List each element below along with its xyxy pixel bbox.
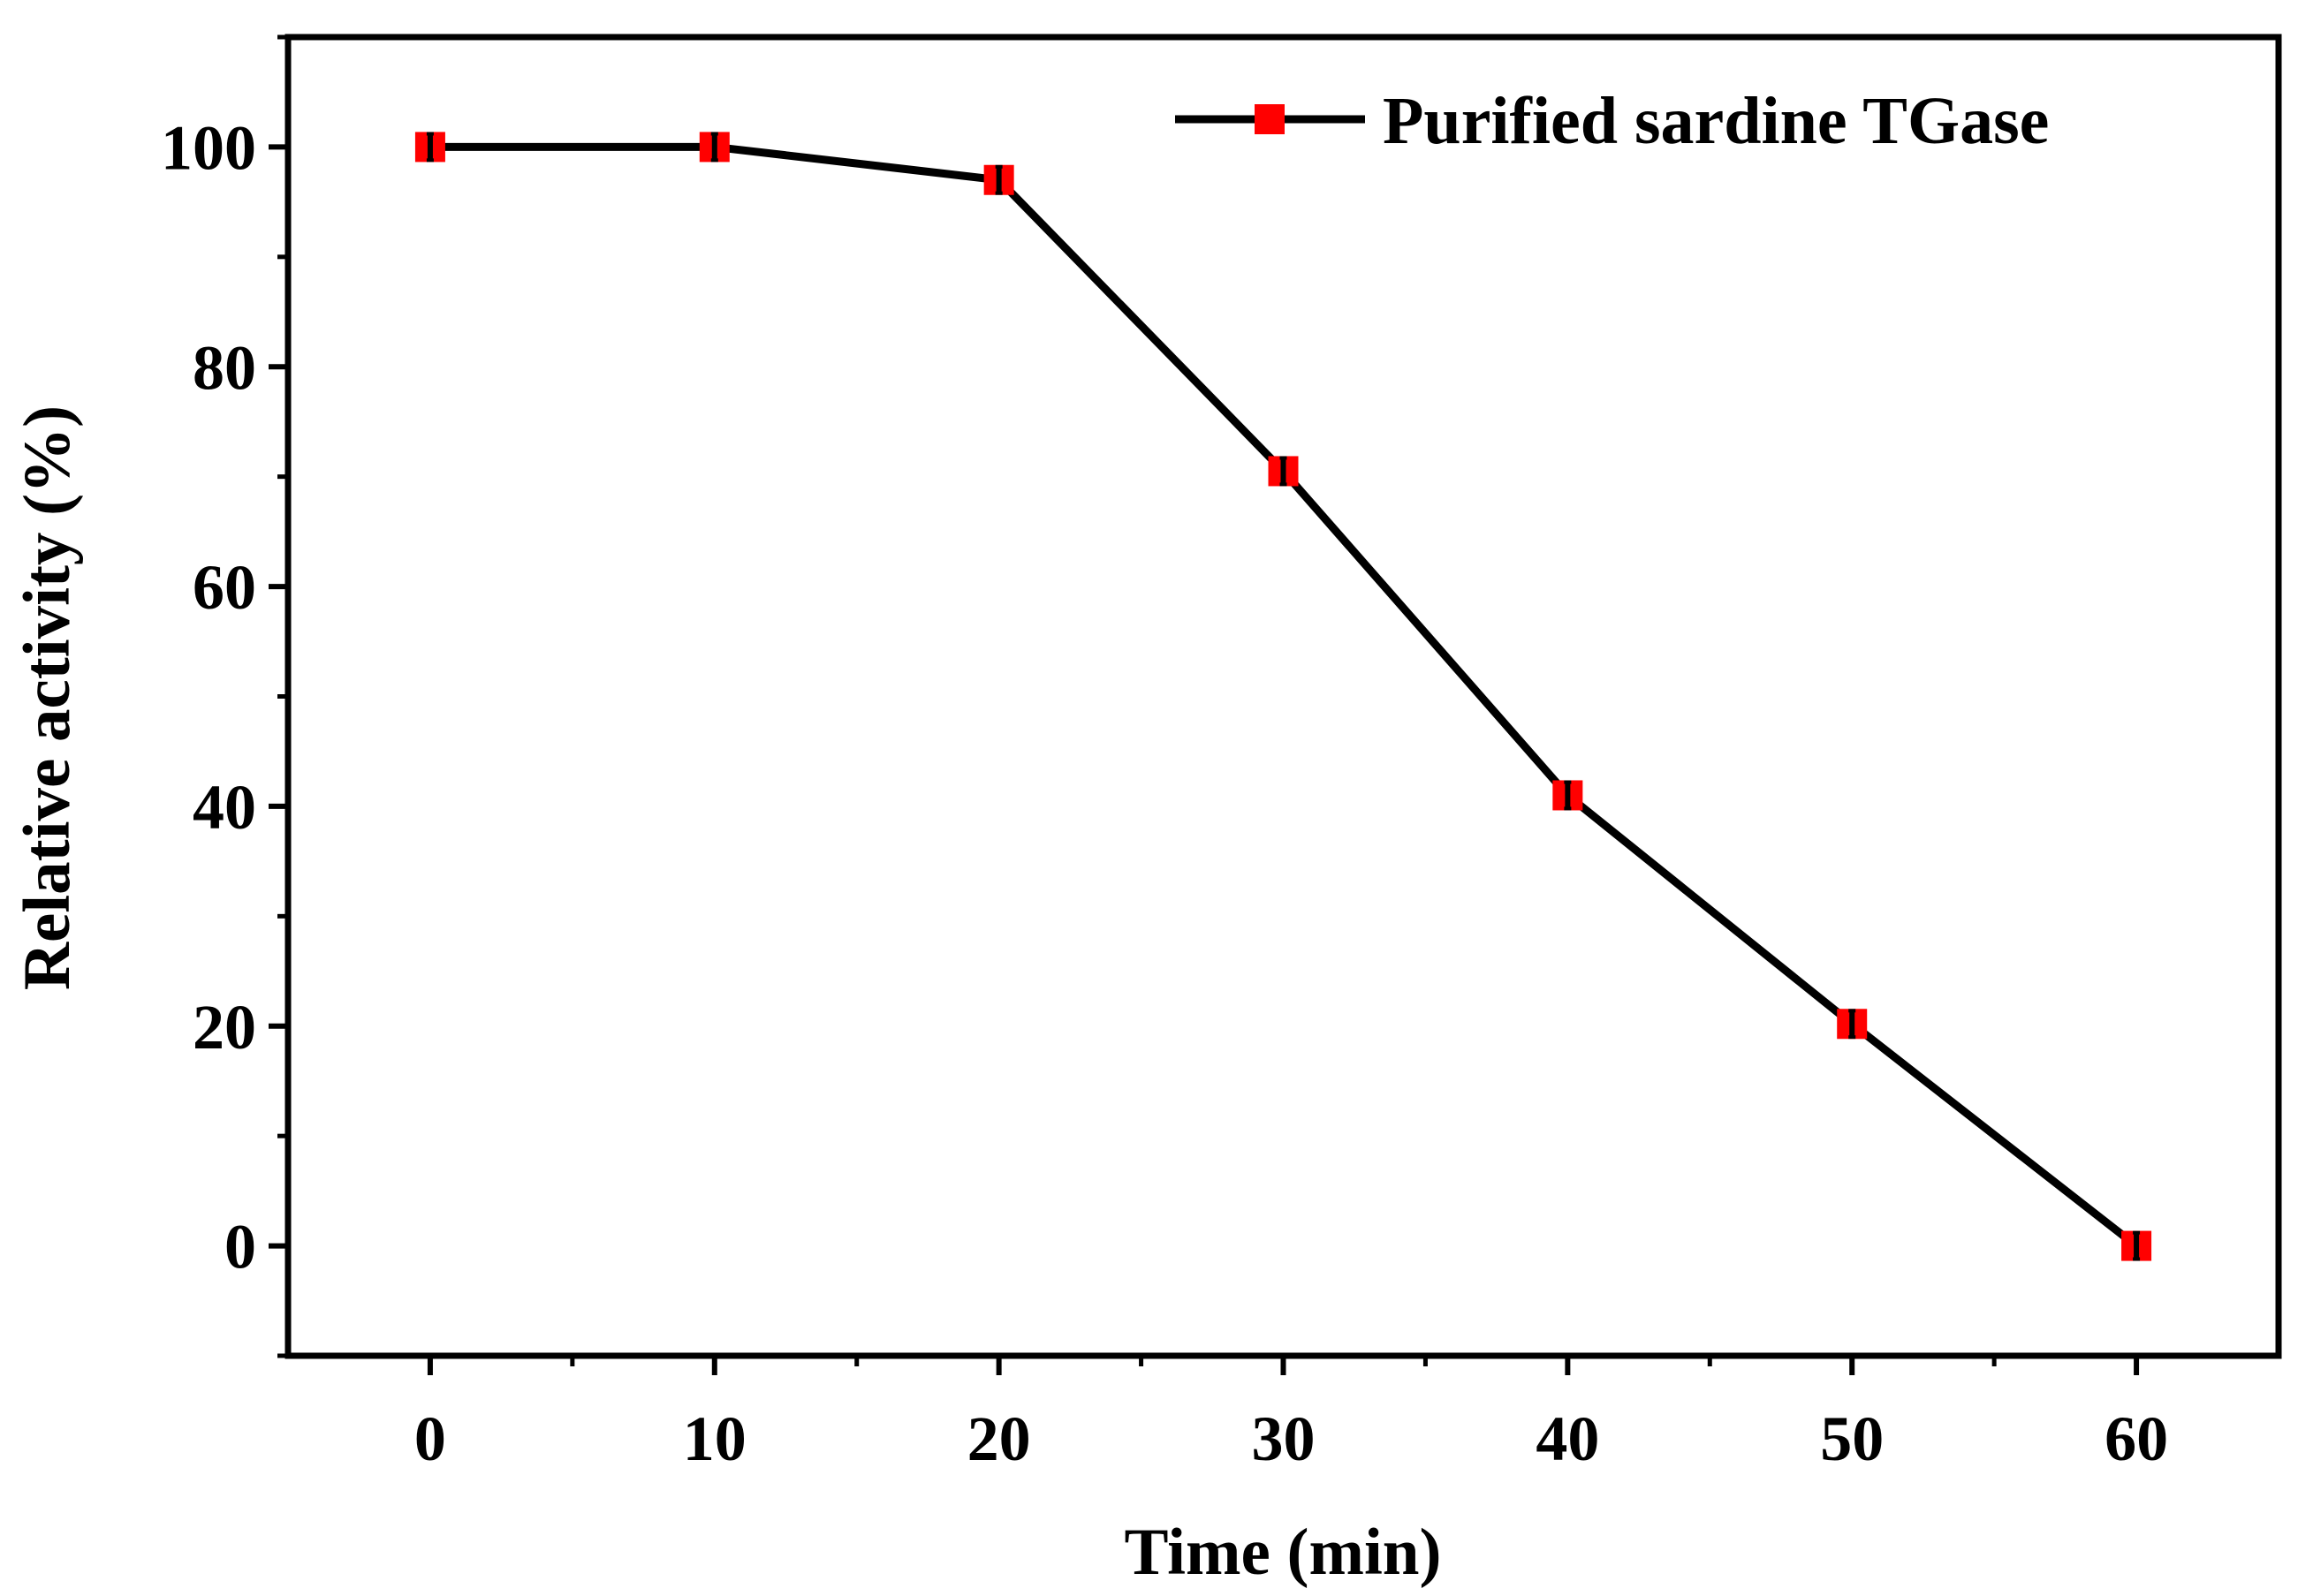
y-tick-label: 40 — [193, 772, 256, 843]
y-axis-title: Relative activity (%) — [11, 405, 84, 990]
legend-marker-swatch — [1255, 104, 1285, 134]
y-tick-label: 0 — [224, 1212, 256, 1282]
x-axis-title: Time (min) — [1125, 1516, 1442, 1589]
x-tick-label: 0 — [414, 1403, 446, 1474]
x-tick-label: 40 — [1536, 1403, 1599, 1474]
axis-ticks — [269, 34, 2140, 1375]
y-tick-label: 80 — [193, 332, 256, 403]
legend-label: Purified sardine TGase — [1383, 84, 2049, 158]
x-tick-label: 30 — [1252, 1403, 1316, 1474]
x-tick-labels: 0 10 20 30 40 50 60 — [414, 1403, 2168, 1474]
y-tick-label: 100 — [161, 112, 256, 183]
plot-frame — [284, 34, 2282, 1359]
x-tick-label: 60 — [2105, 1403, 2168, 1474]
legend: Purified sardine TGase — [1175, 84, 2049, 158]
series-line — [429, 142, 2139, 1250]
y-tick-labels: 0 20 40 60 80 100 — [161, 112, 256, 1282]
x-tick-label: 20 — [967, 1403, 1031, 1474]
y-tick-label: 20 — [193, 992, 256, 1063]
x-tick-label: 10 — [683, 1403, 747, 1474]
series-group — [414, 132, 2152, 1261]
y-tick-label: 60 — [193, 552, 256, 623]
x-tick-label: 50 — [1820, 1403, 1884, 1474]
